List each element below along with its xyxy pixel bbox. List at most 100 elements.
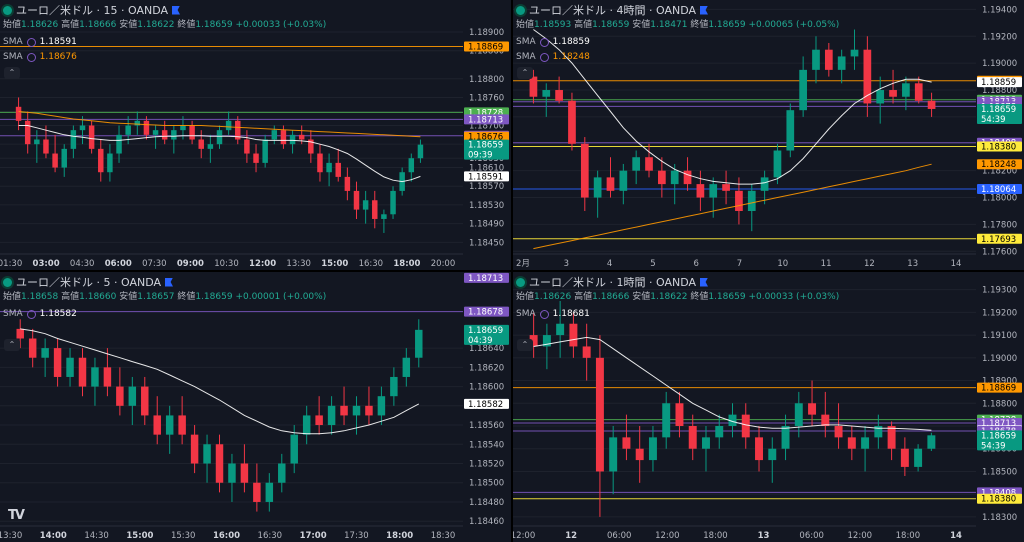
- candle[interactable]: [377, 396, 386, 416]
- price-tag[interactable]: [977, 382, 1022, 393]
- candle[interactable]: [794, 403, 803, 426]
- candle[interactable]: [91, 367, 99, 387]
- candle[interactable]: [914, 448, 923, 467]
- candle[interactable]: [595, 357, 604, 472]
- candle[interactable]: [165, 415, 174, 435]
- candle[interactable]: [190, 434, 199, 464]
- candle[interactable]: [648, 437, 657, 461]
- candle[interactable]: [125, 125, 131, 135]
- candle[interactable]: [53, 348, 62, 377]
- candle[interactable]: [103, 367, 112, 387]
- candle[interactable]: [786, 110, 795, 151]
- candle[interactable]: [253, 153, 259, 163]
- chart-canvas[interactable]: 1.186401.186201.186001.185801.185601.185…: [0, 272, 511, 542]
- candle[interactable]: [658, 170, 666, 185]
- candle[interactable]: [593, 177, 602, 198]
- sma-settings-icon[interactable]: [539, 309, 549, 319]
- flag-icon[interactable]: [172, 5, 180, 15]
- sma-settings-icon[interactable]: [539, 37, 549, 47]
- candle[interactable]: [645, 157, 653, 171]
- candle[interactable]: [98, 148, 104, 173]
- symbol-header[interactable]: ユーロ／米ドル · 5 · OANDA: [3, 274, 173, 290]
- candle[interactable]: [735, 190, 743, 211]
- candle[interactable]: [280, 130, 287, 145]
- candle[interactable]: [171, 130, 177, 140]
- candle[interactable]: [902, 83, 910, 97]
- candle[interactable]: [335, 162, 341, 177]
- candle[interactable]: [606, 177, 615, 191]
- candle[interactable]: [914, 83, 923, 101]
- candle[interactable]: [390, 190, 396, 215]
- candle[interactable]: [15, 106, 22, 121]
- sma-settings-icon[interactable]: [26, 309, 36, 319]
- candle[interactable]: [927, 100, 936, 109]
- price-tag[interactable]: [464, 398, 509, 409]
- candle[interactable]: [340, 405, 348, 416]
- candle[interactable]: [228, 463, 236, 483]
- tradingview-logo[interactable]: TV: [8, 508, 25, 523]
- chart-canvas[interactable]: 1.194001.192001.190001.188001.186001.184…: [513, 0, 1024, 270]
- candle[interactable]: [34, 139, 40, 145]
- flag-icon[interactable]: [165, 277, 173, 287]
- candle[interactable]: [88, 125, 95, 149]
- candle[interactable]: [887, 426, 896, 449]
- candle[interactable]: [556, 323, 565, 336]
- candle[interactable]: [265, 482, 274, 502]
- price-tag[interactable]: [464, 272, 509, 283]
- candle[interactable]: [850, 49, 859, 57]
- candle[interactable]: [760, 177, 769, 191]
- candle[interactable]: [278, 463, 286, 483]
- price-tag[interactable]: [464, 306, 509, 317]
- symbol-header[interactable]: ユーロ／米ドル · 15 · OANDA: [3, 2, 180, 18]
- flag-icon[interactable]: [700, 277, 708, 287]
- sma-line[interactable]: [18, 125, 421, 183]
- candle[interactable]: [696, 184, 705, 198]
- time-axis[interactable]: [513, 254, 976, 270]
- sma-settings-icon[interactable]: [26, 52, 36, 62]
- flag-icon[interactable]: [700, 5, 708, 15]
- sma-legend-1[interactable]: SMA 1.18681: [516, 309, 590, 319]
- collapse-legend-button[interactable]: ⌃: [4, 67, 20, 79]
- chart-pane-1h[interactable]: 1.19300 1.19200 1.19100 1.19000 1.18900 1.188…: [513, 272, 1024, 542]
- candle[interactable]: [327, 405, 336, 426]
- price-tag[interactable]: [977, 233, 1022, 244]
- candle[interactable]: [568, 100, 576, 144]
- sma-line[interactable]: [533, 29, 932, 185]
- chart-canvas[interactable]: 1.189001.188601.188001.187601.187301.187…: [0, 0, 511, 270]
- price-tag[interactable]: [464, 324, 509, 345]
- candle[interactable]: [240, 463, 249, 483]
- price-axis[interactable]: [976, 0, 1024, 270]
- candle[interactable]: [207, 144, 214, 149]
- candle[interactable]: [747, 190, 756, 211]
- chart-canvas[interactable]: 1.193001.192001.191001.190001.189001.188…: [513, 272, 1024, 542]
- candle[interactable]: [235, 120, 241, 140]
- candle[interactable]: [821, 414, 830, 426]
- candle[interactable]: [203, 444, 211, 464]
- candle[interactable]: [28, 338, 37, 358]
- candle[interactable]: [755, 437, 763, 461]
- candle[interactable]: [834, 426, 843, 438]
- candle[interactable]: [143, 120, 150, 135]
- price-tag[interactable]: [977, 77, 1022, 88]
- candle[interactable]: [529, 335, 538, 347]
- candle[interactable]: [302, 415, 311, 435]
- candle[interactable]: [861, 437, 870, 449]
- candle[interactable]: [262, 139, 268, 163]
- candle[interactable]: [702, 437, 710, 449]
- candle[interactable]: [128, 386, 137, 406]
- candle[interactable]: [308, 139, 314, 154]
- candle[interactable]: [580, 143, 589, 198]
- candle[interactable]: [253, 482, 261, 502]
- candle[interactable]: [78, 357, 87, 387]
- candle[interactable]: [116, 134, 122, 154]
- candle[interactable]: [70, 130, 77, 149]
- candle[interactable]: [381, 214, 387, 219]
- price-tag[interactable]: [977, 183, 1022, 194]
- candle[interactable]: [542, 90, 551, 97]
- price-tag[interactable]: [464, 41, 509, 52]
- time-axis[interactable]: [0, 526, 463, 542]
- candle[interactable]: [41, 348, 49, 358]
- candle[interactable]: [79, 125, 86, 131]
- candle[interactable]: [927, 435, 936, 449]
- candle[interactable]: [289, 134, 296, 145]
